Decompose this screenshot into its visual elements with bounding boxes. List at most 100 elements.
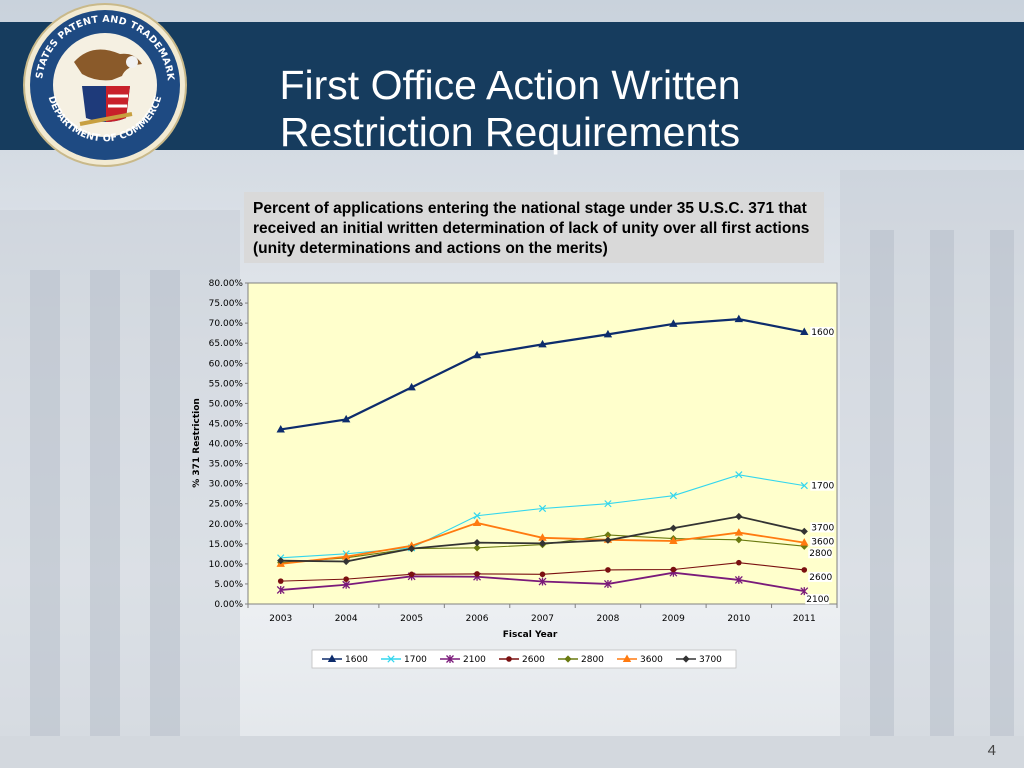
data-point-3700	[538, 539, 547, 548]
data-point-2600	[277, 578, 284, 584]
data-point-3700	[473, 539, 481, 547]
legend-marker	[564, 655, 572, 663]
legend-label: 1700	[404, 655, 427, 665]
data-point-1700	[800, 482, 808, 490]
end-label-bg	[805, 594, 830, 605]
data-point-1600	[407, 382, 416, 391]
end-label-bg	[810, 326, 835, 337]
y-tick-label: 5.00%	[214, 580, 243, 590]
x-tick-label: 2005	[400, 614, 423, 624]
end-label-3700: 3700	[811, 523, 834, 533]
legend-item-2800: 2800	[558, 655, 604, 665]
legend-marker	[622, 654, 632, 662]
legend-box	[311, 649, 737, 669]
series-2100	[276, 568, 809, 596]
y-axis-title: % 371 Restriction	[192, 398, 202, 488]
y-tick-label: 40.00%	[209, 440, 244, 450]
data-point-1600	[669, 319, 678, 327]
legend-item-3600: 3600	[617, 654, 663, 665]
data-point-1600	[734, 314, 744, 323]
x-tick-label: 2007	[531, 614, 554, 624]
x-tick-label: 2009	[662, 614, 685, 624]
data-point-1700	[473, 512, 481, 520]
x-axis: 2003 2004 2005 2006 2007 2008 2009 2010 2011	[247, 604, 838, 624]
title-line-1: First Office Action Written	[279, 62, 741, 108]
data-point-3700	[342, 557, 350, 566]
data-point-1600	[800, 327, 809, 335]
data-point-2100	[603, 579, 612, 588]
x-tick-label: 2010	[727, 614, 750, 624]
legend-label: 2100	[463, 655, 486, 665]
data-point-2600	[539, 571, 546, 578]
data-point-1600	[276, 424, 285, 433]
legend-label: 3700	[699, 655, 722, 665]
y-tick-label: 65.00%	[209, 339, 244, 349]
y-tick-label: 75.00%	[209, 299, 244, 309]
data-point-1600	[538, 339, 547, 348]
legend-marker	[327, 654, 337, 662]
data-point-3600	[734, 528, 744, 536]
legend-item-3700: 3700	[676, 655, 722, 665]
chart-legend: 1600 1700 2100 2600 2800 3600 3700	[311, 649, 737, 669]
end-label-bg	[810, 522, 835, 533]
restriction-line-chart: 0.00% 5.00% 10.00% 15.00% 20.00% 25.00% 30.00%…	[192, 279, 838, 669]
y-tick-label: 15.00%	[209, 540, 244, 550]
end-label-2600: 2600	[809, 573, 832, 583]
legend-item-2600: 2600	[499, 655, 545, 665]
y-tick-label: 25.00%	[209, 500, 244, 510]
y-tick-label: 50.00%	[209, 399, 244, 409]
data-point-2800	[800, 542, 808, 550]
end-label-bg	[810, 480, 835, 491]
y-tick-label: 0.00%	[214, 600, 243, 610]
data-point-2600	[801, 567, 808, 573]
data-point-3600	[538, 533, 547, 541]
legend-label: 2600	[522, 655, 545, 665]
footer-bar	[0, 736, 1024, 768]
y-axis: 0.00% 5.00% 10.00% 15.00% 20.00% 25.00% 30.00%…	[209, 279, 248, 610]
slide-title: First Office Action Written Restriction …	[200, 62, 820, 156]
data-point-1600	[341, 414, 351, 423]
data-point-2800	[604, 531, 612, 539]
x-tick-label: 2008	[596, 614, 619, 624]
series-2600	[277, 559, 808, 584]
end-label-2800: 2800	[809, 549, 832, 559]
end-label-1700: 1700	[811, 482, 834, 492]
legend-label: 2800	[581, 655, 604, 665]
x-tick-label: 2011	[793, 614, 816, 624]
data-point-3600	[341, 552, 351, 560]
data-point-1600	[603, 329, 613, 338]
data-point-1700	[735, 471, 743, 479]
data-point-2100	[342, 580, 351, 589]
data-point-2600	[605, 567, 611, 573]
end-label-bg	[808, 571, 833, 582]
legend-marker	[387, 655, 395, 663]
y-tick-label: 60.00%	[209, 359, 244, 369]
data-point-2100	[800, 587, 809, 596]
data-point-1700	[538, 504, 547, 513]
data-point-3700	[669, 524, 677, 532]
series-1600	[276, 314, 809, 433]
x-tick-label: 2006	[466, 614, 489, 624]
data-point-2600	[736, 559, 742, 566]
y-tick-label: 20.00%	[209, 520, 244, 530]
page-number: 4	[987, 742, 996, 759]
legend-marker	[682, 655, 690, 663]
plot-area	[247, 282, 838, 605]
data-point-3700	[408, 545, 416, 553]
legend-item-1600: 1600	[322, 654, 368, 665]
end-label-3600: 3600	[811, 538, 834, 548]
chart-caption: Percent of applications entering the nat…	[253, 200, 810, 257]
y-tick-label: 45.00%	[209, 419, 244, 429]
end-label-bg	[808, 548, 833, 559]
y-tick-label: 55.00%	[209, 379, 244, 389]
x-tick-label: 2004	[335, 614, 358, 624]
legend-marker	[506, 656, 512, 662]
data-point-2600	[670, 566, 677, 573]
chart-caption-box: Percent of applications entering the nat…	[244, 192, 824, 263]
legend-item-1700: 1700	[381, 655, 427, 665]
data-point-2100	[538, 577, 547, 586]
data-point-2800	[735, 536, 743, 544]
data-point-3600	[472, 518, 482, 526]
x-axis-title: Fiscal Year	[503, 630, 558, 640]
